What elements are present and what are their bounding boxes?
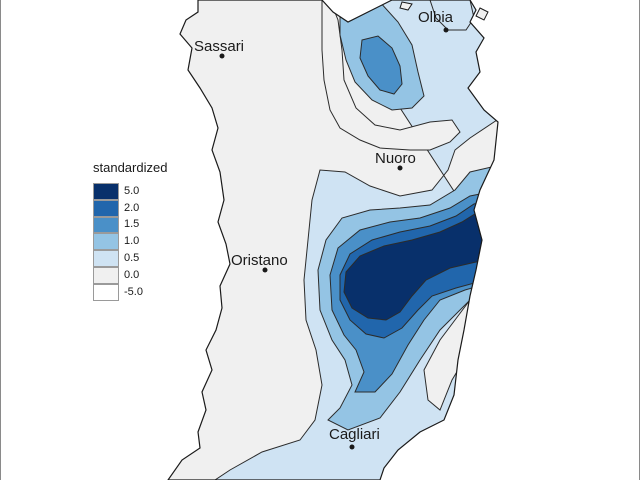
legend-swatch — [93, 250, 119, 267]
city-cagliari: Cagliari — [329, 426, 380, 450]
city-marker — [262, 267, 268, 273]
city-nuoro: Nuoro — [375, 150, 416, 171]
city-oristano: Oristano — [231, 252, 288, 273]
island-islet-north — [399, 1, 413, 11]
frame-border-left — [0, 0, 1, 480]
city-marker — [443, 27, 449, 33]
legend-item: 0.0 — [93, 266, 167, 284]
legend: standardized 5.0 2.0 1.5 1.0 0.5 0.0 -5.… — [93, 160, 167, 301]
city-label-sassari: Sassari — [194, 38, 244, 55]
legend-label: 1.5 — [124, 218, 140, 231]
contour-band-north-top — [429, 0, 475, 31]
legend-item: 1.5 — [93, 216, 167, 234]
city-label-nuoro: Nuoro — [375, 150, 416, 167]
city-label-cagliari: Cagliari — [329, 426, 380, 443]
contour-band-2.0-5.0 — [343, 209, 498, 321]
island-coastline — [167, 0, 499, 480]
city-marker — [397, 165, 403, 171]
city-marker — [349, 444, 355, 450]
legend-swatch — [93, 183, 119, 200]
contour-gap-north — [321, 0, 461, 151]
city-label-oristano: Oristano — [231, 252, 288, 269]
legend-label: 0.5 — [124, 252, 140, 265]
city-sassari: Sassari — [194, 38, 244, 59]
legend-label: -5.0 — [124, 285, 143, 298]
legend-swatch — [93, 283, 119, 301]
legend-label: 5.0 — [124, 184, 140, 197]
contour-band-north-1.0 — [359, 35, 403, 95]
city-olbia: Olbia — [418, 9, 454, 33]
legend-item: 5.0 — [93, 183, 167, 200]
legend-item: 0.5 — [93, 250, 167, 267]
island-islet-northeast — [475, 7, 489, 21]
legend-swatch — [93, 199, 119, 217]
legend-swatch — [93, 266, 119, 284]
city-label-olbia: Olbia — [418, 9, 454, 26]
legend-swatch — [93, 216, 119, 234]
legend-title: standardized — [93, 160, 168, 175]
legend-swatch — [93, 233, 119, 251]
legend-item: 1.0 — [93, 233, 167, 251]
legend-label: 2.0 — [124, 201, 140, 214]
city-marker — [219, 53, 225, 59]
legend-item: 2.0 — [93, 199, 167, 217]
legend-label: 1.0 — [124, 235, 140, 248]
legend-item: -5.0 — [93, 283, 167, 301]
contour-layers — [213, 0, 498, 480]
legend-label: 0.0 — [124, 268, 140, 281]
